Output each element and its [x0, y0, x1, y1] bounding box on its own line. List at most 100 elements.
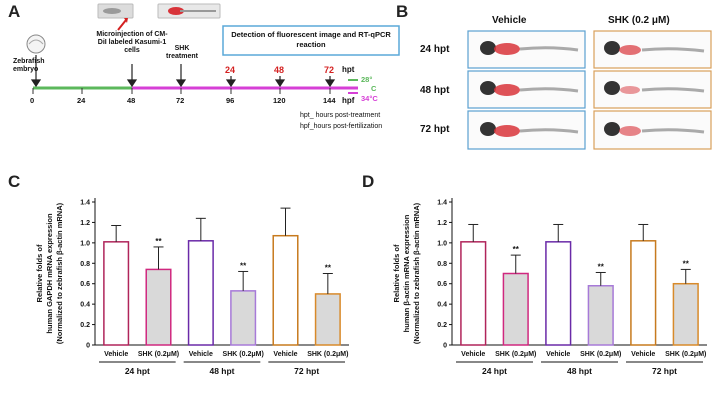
chart-c-group-label: 72 hpt	[294, 366, 319, 376]
panel-d-letter: D	[362, 172, 375, 191]
chart-c-ytick-label: 0	[86, 343, 90, 350]
chart-c-group-label: 24 hpt	[125, 366, 150, 376]
chart-c-ytick-label: 0.2	[80, 322, 90, 329]
legend-hpf: hpf_hours post-fertilization	[300, 123, 383, 130]
chart-d-ytick-label: 0.2	[437, 322, 447, 329]
chart-d-ylabel-line: human β-actin mRNA expression	[402, 214, 411, 332]
panel-a-timeline	[26, 3, 400, 94]
chart-d-ytick-label: 0.6	[437, 281, 447, 288]
chart-d-ylabel-line: (Normalized to zebrafish β-actin mRNA)	[412, 202, 421, 344]
chart-d: Relative folds of human β-actin mRNA expr…	[392, 198, 707, 376]
chart-c-ylabel-line: (Normalized to zebrafish β-actin mRNA)	[55, 202, 64, 344]
chart-d-ytick-label: 0.4	[437, 302, 447, 309]
chart-d-bar	[502, 272, 529, 346]
chart-c-ytick-label: 0.6	[80, 281, 90, 288]
chart-c-category-label: Vehicle	[104, 351, 128, 358]
chart-c-ytick-label: 1.0	[80, 240, 90, 247]
panel-b-images	[467, 30, 712, 150]
chart-d-ytick-label: 1.0	[437, 240, 447, 247]
larva-red-mass	[168, 7, 184, 15]
temp-28-label: 28°	[361, 75, 373, 84]
fish-image-shk-48	[593, 70, 712, 109]
fish-image-shk-72	[593, 110, 712, 150]
chart-c-significance: **	[325, 264, 332, 273]
chart-c-category-label: SHK (0.2μM)	[307, 351, 348, 358]
red-arrowhead-icon	[124, 18, 128, 23]
chart-c: Relative folds of human GAPDH mRNA expres…	[35, 198, 349, 376]
hpf-tick-144: 144	[323, 96, 336, 105]
fish-image-vehicle-72	[467, 110, 586, 150]
chart-d-bar	[545, 241, 572, 346]
chart-c-bar	[187, 240, 214, 346]
chart-c-significance: **	[240, 261, 247, 270]
row-72hpt-label: 72 hpt	[420, 124, 450, 135]
chart-c-category-label: Vehicle	[189, 351, 213, 358]
chart-c-bar	[272, 234, 299, 346]
chart-c-ytick-label: 0.8	[80, 261, 90, 268]
col-vehicle-label: Vehicle	[492, 15, 527, 26]
chart-d-significance: **	[683, 259, 690, 268]
chart-c-bar	[314, 293, 341, 346]
chart-d-ylabel-line: Relative folds of	[392, 244, 401, 302]
hpf-tick-96: 96	[226, 96, 235, 105]
fish-image-vehicle-24	[467, 30, 586, 69]
chart-d-significance: **	[513, 245, 520, 254]
chart-c-significance: **	[155, 237, 162, 246]
larva-body-1	[103, 8, 121, 14]
chart-d-ytick-label: 0	[443, 343, 447, 350]
chart-d-bar	[630, 240, 657, 346]
chart-c-category-label: Vehicle	[273, 351, 297, 358]
hpf-tick-48: 48	[127, 96, 136, 105]
legend-hpt: hpt_ hours post-treatment	[300, 112, 381, 119]
panel-c-letter: C	[8, 172, 21, 191]
chart-d-bar	[587, 285, 614, 346]
chart-d-category-label: Vehicle	[546, 351, 570, 358]
chart-c-group-label: 48 hpt	[209, 366, 234, 376]
hpt-tick-48: 48	[274, 65, 285, 75]
row-24hpt-label: 24 hpt	[420, 44, 450, 55]
hpf-tick-72: 72	[176, 96, 185, 105]
chart-d-category-label: SHK (0.2μM)	[580, 351, 621, 358]
chart-d-category-label: SHK (0.2μM)	[495, 351, 536, 358]
hpt-tick-24: 24	[225, 65, 236, 75]
red-arrow-icon	[117, 19, 127, 31]
chart-c-ylabel-line: human GAPDH mRNA expression	[45, 213, 54, 334]
panel-b-letter: B	[396, 2, 409, 21]
detection-box	[222, 25, 400, 56]
zebrafish-embryo-label: Zebrafish embryo	[13, 58, 45, 73]
chart-d-ytick-label: 0.8	[437, 261, 447, 268]
chart-c-ytick-label: 1.2	[80, 220, 90, 227]
chart-c-category-label: SHK (0.2μM)	[223, 351, 264, 358]
chart-d-category-label: Vehicle	[631, 351, 655, 358]
hpf-tick-24: 24	[77, 96, 86, 105]
temp-34-label: 34°C	[361, 94, 378, 103]
chart-c-category-label: SHK (0.2μM)	[138, 351, 179, 358]
hpf-unit: hpf	[342, 96, 355, 105]
chart-d-category-label: SHK (0.2μM)	[665, 351, 706, 358]
chart-c-ytick-label: 0.4	[80, 302, 90, 309]
chart-c-bar	[230, 290, 257, 346]
microinjection-label: Microinjection of CM-DiI labeled Kasumi-…	[96, 31, 168, 54]
chart-c-ytick-label: 1.4	[80, 200, 90, 207]
chart-d-group-label: 24 hpt	[482, 366, 507, 376]
chart-c-bar	[145, 268, 172, 346]
embryo-icon	[26, 34, 46, 54]
chart-d-ytick-label: 1.2	[437, 220, 447, 227]
fish-image-shk-24	[593, 30, 712, 69]
chart-d-ytick-label: 1.4	[437, 200, 447, 207]
chart-d-group-label: 72 hpt	[652, 366, 677, 376]
fish-image-vehicle-48	[467, 70, 586, 109]
temp-c-label: C	[371, 84, 377, 93]
hpt-unit: hpt	[342, 65, 355, 74]
hpf-ticks	[32, 88, 331, 94]
chart-d-category-label: Vehicle	[461, 351, 485, 358]
chart-c-bar	[103, 241, 130, 346]
hpt-tick-72: 72	[324, 65, 335, 75]
chart-d-bar	[460, 241, 487, 346]
down-arrows	[30, 55, 336, 88]
chart-d-significance: **	[598, 262, 605, 271]
hpf-tick-0: 0	[30, 96, 35, 105]
row-48hpt-label: 48 hpt	[420, 85, 450, 96]
hpf-tick-120: 120	[273, 96, 286, 105]
chart-d-group-label: 48 hpt	[567, 366, 592, 376]
